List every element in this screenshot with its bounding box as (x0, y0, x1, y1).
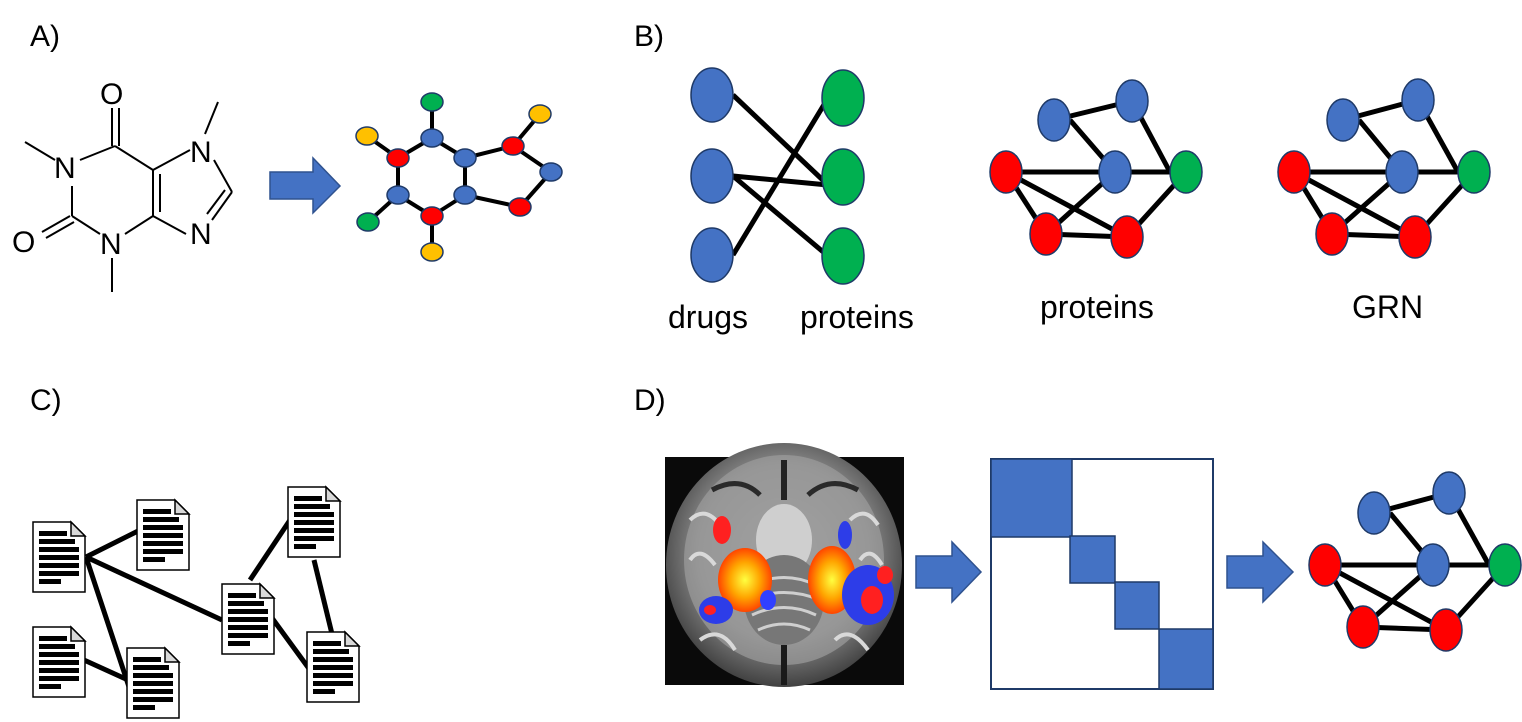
brain-network-node (1416, 543, 1450, 587)
grn-network (1277, 78, 1491, 259)
panel-label-c: C) (30, 384, 62, 417)
document-icon (221, 583, 275, 655)
grn-node (1398, 215, 1432, 259)
atom-n3: N (100, 228, 122, 261)
block-matrix (990, 458, 1214, 690)
brain-network-node (1308, 543, 1342, 587)
caption-proteins-bipartite: proteins (800, 299, 914, 335)
graph-node (528, 104, 552, 124)
right-arrow-icon (915, 540, 983, 604)
grn-node (1315, 212, 1349, 256)
atom-o-left: O (12, 226, 35, 259)
network-node (1169, 150, 1203, 194)
atom-n1: N (54, 152, 76, 185)
graph-node (453, 185, 477, 205)
network-node (1098, 150, 1132, 194)
graph-node (501, 136, 525, 156)
panel-label-a: A) (30, 20, 60, 53)
drug-node (690, 148, 734, 204)
document-icon (136, 499, 190, 571)
matrix-block (990, 458, 1073, 538)
document-icon (306, 631, 360, 703)
caption-proteins-network: proteins (1040, 289, 1154, 325)
grn-node (1457, 150, 1491, 194)
grn-node (1277, 150, 1311, 194)
panel-label-b: B) (634, 20, 664, 53)
graph-node (420, 92, 444, 112)
atom-o-top: O (100, 78, 123, 111)
protein-node (821, 148, 865, 206)
graph-node (420, 206, 444, 226)
document-icon (32, 521, 86, 593)
graph-node (386, 185, 410, 205)
brain-network-node (1429, 608, 1463, 652)
graph-node (356, 212, 380, 232)
atom-n7: N (190, 136, 212, 169)
caffeine-structure: O O N N N N (12, 78, 233, 292)
caption-grn: GRN (1352, 289, 1423, 325)
document-icon (287, 486, 341, 558)
graph-node (508, 197, 532, 217)
right-arrow-icon (1226, 540, 1295, 604)
matrix-block (1158, 628, 1214, 690)
drug-node (690, 67, 734, 123)
drug-node (690, 227, 734, 283)
protein-network (989, 79, 1203, 259)
protein-node (821, 227, 865, 285)
right-arrow-icon (269, 156, 342, 215)
brain-fmri-image (665, 443, 904, 687)
brain-network-node (1488, 543, 1522, 587)
graph-node (420, 242, 444, 262)
graph-node (386, 148, 410, 168)
brain-network (1308, 471, 1522, 652)
matrix-block (1114, 581, 1160, 630)
brain-network-node (1346, 605, 1380, 649)
document-network (32, 486, 360, 719)
grn-node (1401, 78, 1435, 122)
graph-node (355, 126, 379, 146)
network-node (1029, 212, 1063, 256)
network-node (1037, 98, 1071, 142)
document-icon (126, 647, 180, 719)
brain-network-node (1357, 491, 1391, 535)
bipartite-graph (690, 67, 865, 285)
molecule-graph (355, 92, 563, 262)
graph-node (420, 128, 444, 148)
grn-node (1385, 150, 1419, 194)
protein-node (821, 69, 865, 127)
network-node (1110, 215, 1144, 259)
brain-network-node (1432, 471, 1466, 515)
network-node (1115, 79, 1149, 123)
caption-drugs: drugs (668, 299, 748, 335)
matrix-block (1069, 535, 1116, 584)
graph-node (539, 162, 563, 182)
graph-node (453, 148, 477, 168)
grn-node (1326, 98, 1360, 142)
atom-n9: N (190, 218, 212, 251)
network-node (989, 150, 1023, 194)
document-icon (32, 626, 86, 698)
panel-label-d: D) (634, 384, 666, 417)
